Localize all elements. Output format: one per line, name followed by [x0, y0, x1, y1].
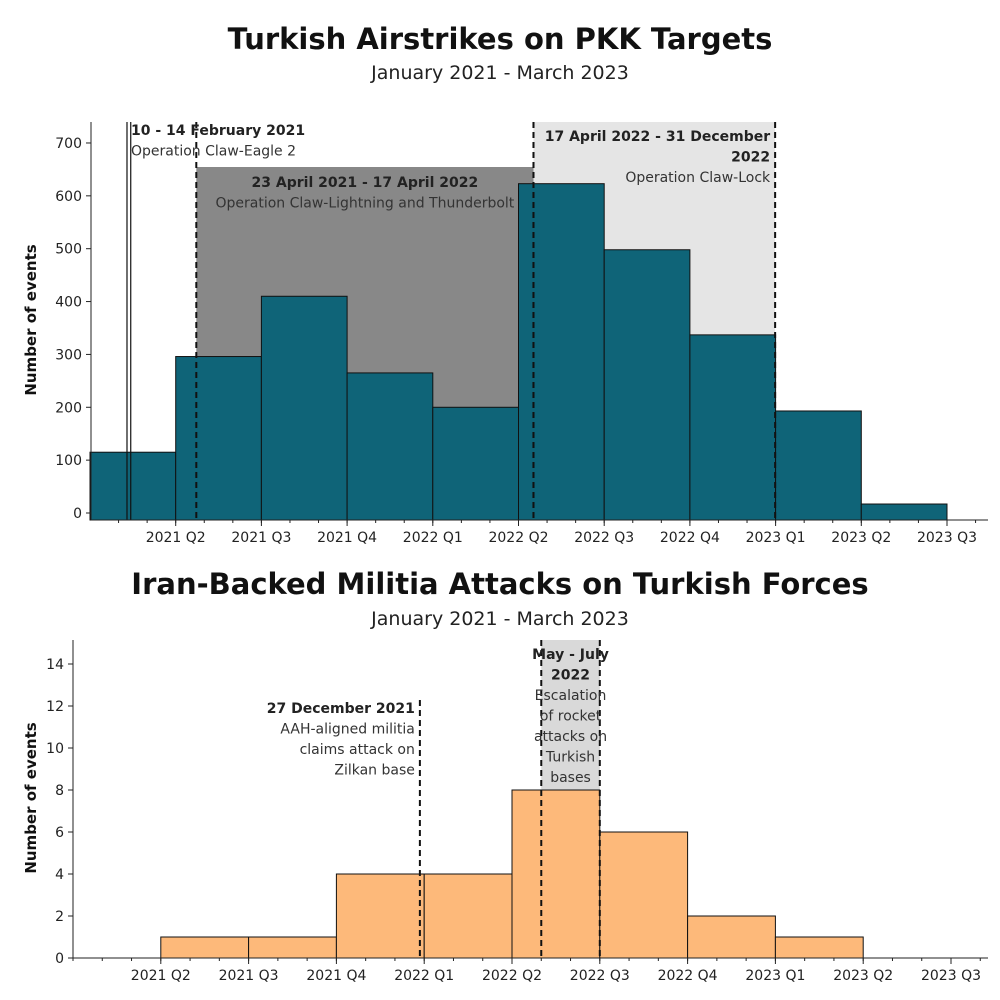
- annotation-text-1-3: Turkish: [545, 750, 595, 766]
- bar-2022-q2: [511, 789, 601, 959]
- annotation-title-1-0: 23 April 2021 - 17 April 2022: [252, 175, 479, 191]
- annotation-text-1-0: Operation Claw-Lightning and Thunderbolt: [215, 196, 514, 212]
- x-tick-label-2021-q3: 2021 Q3: [231, 530, 291, 546]
- x-tick-label-2021-q2: 2021 Q2: [146, 530, 206, 546]
- x-tick-label-2022-q3: 2022 Q3: [574, 530, 634, 546]
- chart2-bars: [160, 789, 864, 959]
- y-tick-label-2: 2: [55, 909, 64, 925]
- annotation-text-0-2: Zilkan base: [334, 763, 415, 779]
- chart1-annotations: 10 - 14 February 2021 Operation Claw-Eagl…: [131, 123, 771, 212]
- x-tick-label-2021-q3: 2021 Q3: [219, 968, 279, 984]
- chart1-bars: [89, 183, 948, 521]
- y-tick-label-12: 12: [46, 699, 64, 715]
- bar-2022-q3: [599, 831, 689, 959]
- x-tick-label-2023-q3: 2023 Q3: [917, 530, 977, 546]
- x-tick-label-2023-q2: 2023 Q2: [833, 968, 893, 984]
- annotation-title-0-0: 27 December 2021: [267, 701, 415, 717]
- bar-2021-q3: [260, 295, 348, 521]
- y-tick-label-8: 8: [55, 783, 64, 799]
- bar-2023-q2: [860, 503, 948, 521]
- y-tick-label-6: 6: [55, 825, 64, 841]
- bar-2021-q1: [89, 451, 177, 521]
- bar-2023-q1: [775, 410, 862, 521]
- x-tick-label-2022-q1: 2022 Q1: [394, 968, 454, 984]
- chart1-y-axis-label: Number of events: [22, 244, 40, 395]
- annotation-title-0-0: 10 - 14 February 2021: [131, 123, 305, 139]
- annotation-title-1-1: 2022: [551, 668, 590, 684]
- x-tick-label-2021-q2: 2021 Q2: [131, 968, 191, 984]
- annotation-title-2-0: 17 April 2022 - 31 December: [545, 129, 770, 145]
- x-tick-label-2023-q3: 2023 Q3: [921, 968, 981, 984]
- chart2-annotations: 27 December 2021 AAH-aligned militia claim…: [267, 647, 609, 786]
- y-tick-label-100: 100: [55, 453, 82, 469]
- bar-2022-q1: [432, 406, 519, 521]
- chart2-axes: 0 2 4 6 8 10 12 14 2021 Q2 2021 Q3 2021 Q4 2022 Q1 2…: [46, 640, 988, 984]
- bar-2021-q2: [160, 936, 250, 959]
- x-tick-label-2022-q2: 2022 Q2: [482, 968, 542, 984]
- annotation-text-0-0: Operation Claw-Eagle 2: [131, 144, 296, 160]
- y-tick-label-300: 300: [55, 347, 82, 363]
- y-tick-label-0: 0: [73, 506, 82, 522]
- chart2-subtitle: January 2021 - March 2023: [370, 608, 629, 630]
- annotation-text-1-2: attacks on: [534, 729, 607, 745]
- bar-2022-q4: [689, 334, 777, 521]
- chart1-axes: 0 100 200 300 400 500 600 700 2021 Q2 2021 Q3 2021…: [55, 122, 988, 546]
- annotation-text-1-1: of rocket: [540, 709, 602, 725]
- chart1-period-markers: [126, 122, 777, 520]
- bar-2022-q2: [518, 183, 605, 521]
- annotation-title-2-1: 2022: [731, 150, 770, 166]
- x-tick-label-2023-q1: 2023 Q1: [745, 968, 805, 984]
- y-tick-label-0: 0: [55, 951, 64, 967]
- x-tick-label-2021-q4: 2021 Q4: [306, 968, 366, 984]
- x-tick-label-2023-q1: 2023 Q1: [746, 530, 806, 546]
- x-tick-label-2022-q1: 2022 Q1: [403, 530, 463, 546]
- x-tick-label-2022-q3: 2022 Q3: [570, 968, 630, 984]
- bar-2022-q1: [423, 873, 513, 959]
- chart1-title: Turkish Airstrikes on PKK Targets: [228, 22, 773, 56]
- x-tick-label-2022-q2: 2022 Q2: [488, 530, 548, 546]
- annotation-text-0-1: claims attack on: [300, 742, 415, 758]
- x-tick-label-2023-q2: 2023 Q2: [831, 530, 891, 546]
- bar-2021-q2: [175, 356, 262, 521]
- y-tick-label-400: 400: [55, 295, 82, 311]
- chart1-subtitle: January 2021 - March 2023: [370, 62, 629, 84]
- x-tick-label-2022-q4: 2022 Q4: [658, 968, 718, 984]
- y-tick-label-14: 14: [46, 657, 64, 673]
- chart2-title: Iran-Backed Militia Attacks on Turkish F…: [131, 567, 868, 601]
- y-tick-label-10: 10: [46, 741, 64, 757]
- annotation-text-1-0: Escalation: [535, 688, 607, 704]
- chart2-y-axis-label: Number of events: [22, 722, 40, 873]
- chart2-period-markers: [418, 640, 601, 958]
- bar-2023-q1: [774, 936, 864, 959]
- bar-2022-q4: [687, 915, 776, 959]
- bar-2021-q4: [335, 873, 425, 959]
- x-tick-label-2021-q4: 2021 Q4: [317, 530, 377, 546]
- bar-2021-q4: [346, 372, 434, 521]
- y-tick-label-4: 4: [55, 867, 64, 883]
- x-tick-label-2022-q4: 2022 Q4: [660, 530, 720, 546]
- annotation-title-1-0: May - July: [532, 647, 609, 663]
- y-tick-label-700: 700: [55, 136, 82, 152]
- y-tick-label-500: 500: [55, 242, 82, 258]
- annotation-text-1-4: bases: [550, 770, 591, 786]
- annotation-text-2-0: Operation Claw-Lock: [625, 170, 771, 186]
- bar-2022-q3: [603, 249, 691, 521]
- y-tick-label-200: 200: [55, 400, 82, 416]
- y-tick-label-600: 600: [55, 189, 82, 205]
- bar-2021-q3: [248, 936, 337, 959]
- annotation-text-0-0: AAH-aligned militia: [280, 722, 414, 738]
